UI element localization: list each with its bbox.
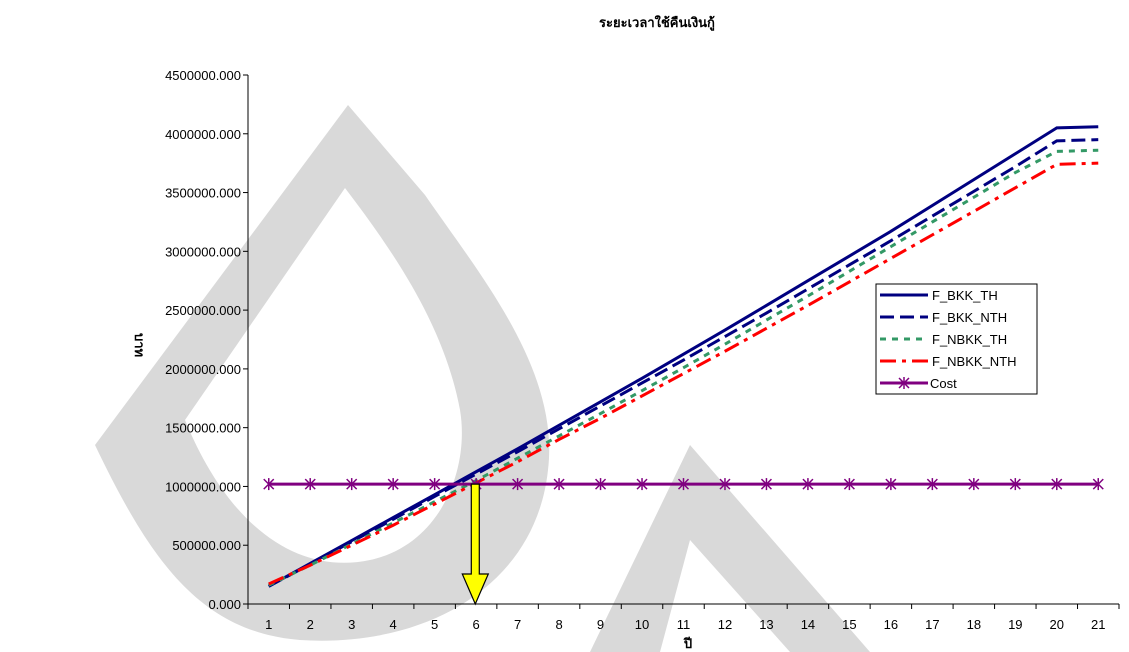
watermark	[95, 105, 870, 652]
x-axis-title: ปี	[683, 636, 692, 652]
x-tick-label: 3	[348, 617, 355, 632]
x-tick-label: 16	[884, 617, 898, 632]
x-tick-label: 14	[801, 617, 815, 632]
y-tick-label: 0.000	[208, 597, 241, 612]
x-tick-label: 18	[967, 617, 981, 632]
x-tick-label: 11	[677, 617, 691, 632]
y-tick-label: 1000000.000	[165, 479, 241, 494]
data-point-marker	[387, 478, 399, 491]
series-f-nbkk-th	[268, 148, 1099, 587]
legend-marker	[898, 377, 910, 389]
series-f-nbkk-nth	[268, 161, 1099, 586]
data-point-marker	[1092, 478, 1104, 491]
x-tick-label: 21	[1091, 617, 1105, 632]
x-tick-label: 2	[307, 617, 314, 632]
data-point-marker	[885, 478, 897, 491]
x-tick-label: 8	[555, 617, 562, 632]
x-tick-label: 5	[431, 617, 438, 632]
legend-box	[875, 283, 1038, 395]
series-f-bkk-th	[268, 125, 1099, 588]
data-point-marker	[760, 478, 772, 491]
x-tick-label: 10	[635, 617, 649, 632]
legend-item: F_BKK_TH	[880, 288, 998, 303]
legend-item: F_NBKK_NTH	[880, 354, 1017, 369]
x-tick-label: 20	[1050, 617, 1064, 632]
y-tick-label: 1500000.000	[165, 421, 241, 436]
series-line	[268, 138, 1099, 588]
data-point-marker	[429, 478, 441, 491]
data-point-marker	[595, 478, 607, 491]
y-tick-label: 3500000.000	[165, 186, 241, 201]
series-f-bkk-nth	[268, 138, 1099, 588]
data-point-marker	[926, 478, 938, 491]
legend-label: Cost	[930, 376, 957, 391]
y-tick-label: 500000.000	[172, 538, 241, 553]
y-tick-label: 4000000.000	[165, 127, 241, 142]
data-point-marker	[719, 478, 731, 491]
y-axis-title: บาท	[131, 333, 146, 357]
legend-label: F_NBKK_NTH	[932, 354, 1017, 369]
arrow-shape	[461, 483, 490, 606]
data-point-marker	[553, 478, 565, 491]
watermark-shape-left	[95, 105, 550, 641]
legend-item: F_BKK_NTH	[880, 310, 1007, 325]
x-tick-label: 6	[473, 617, 480, 632]
legend-item: Cost	[880, 376, 957, 391]
data-point-marker	[636, 478, 648, 491]
data-point-marker	[1051, 478, 1063, 491]
series-layer	[263, 125, 1104, 588]
legend-label: F_BKK_TH	[932, 288, 998, 303]
y-tick-label: 4500000.000	[165, 68, 241, 83]
x-tick-label: 13	[759, 617, 773, 632]
x-tick-label: 12	[718, 617, 732, 632]
axes	[247, 75, 1119, 605]
down-arrow-annotation	[461, 483, 490, 606]
data-point-marker	[802, 478, 814, 491]
x-tick-label: 17	[925, 617, 939, 632]
legend-label: F_NBKK_TH	[932, 332, 1007, 347]
series-line	[268, 148, 1099, 587]
x-tick-label: 15	[842, 617, 856, 632]
legend: F_BKK_TH F_BKK_NTH F_NBKK_TH F_NBKK_NTH Cost	[875, 283, 1038, 395]
data-point-marker	[263, 478, 275, 491]
x-tick-label: 7	[514, 617, 521, 632]
x-tick-label: 1	[265, 617, 272, 632]
x-ticks: 1 2 3 4 5 6 7 8 9 10 11 12 13 14 15 16 17 18 19 20 21	[247, 604, 1120, 632]
x-tick-label: 4	[390, 617, 397, 632]
data-point-marker	[677, 478, 690, 491]
data-point-marker	[512, 478, 524, 491]
chart-title: ระยะเวลาใช้คืนเงินกู้	[599, 14, 715, 31]
y-tick-label: 3000000.000	[165, 244, 241, 259]
data-point-marker	[304, 478, 316, 491]
y-tick-label: 2500000.000	[165, 303, 241, 318]
x-tick-label: 9	[597, 617, 604, 632]
x-tick-label: 19	[1008, 617, 1022, 632]
legend-label: F_BKK_NTH	[932, 310, 1007, 325]
data-point-marker	[843, 478, 855, 491]
series-line	[268, 125, 1099, 588]
data-point-marker	[346, 478, 358, 491]
data-point-marker	[968, 478, 980, 491]
data-point-marker	[1009, 478, 1021, 491]
series-cost	[263, 478, 1104, 491]
legend-item: F_NBKK_TH	[880, 332, 1007, 347]
y-ticks: 0.000 500000.000 1000000.000 1500000.000 200…	[165, 68, 248, 612]
y-tick-label: 2000000.000	[165, 362, 241, 377]
series-line	[268, 161, 1099, 586]
watermark-shape-right	[590, 445, 870, 652]
